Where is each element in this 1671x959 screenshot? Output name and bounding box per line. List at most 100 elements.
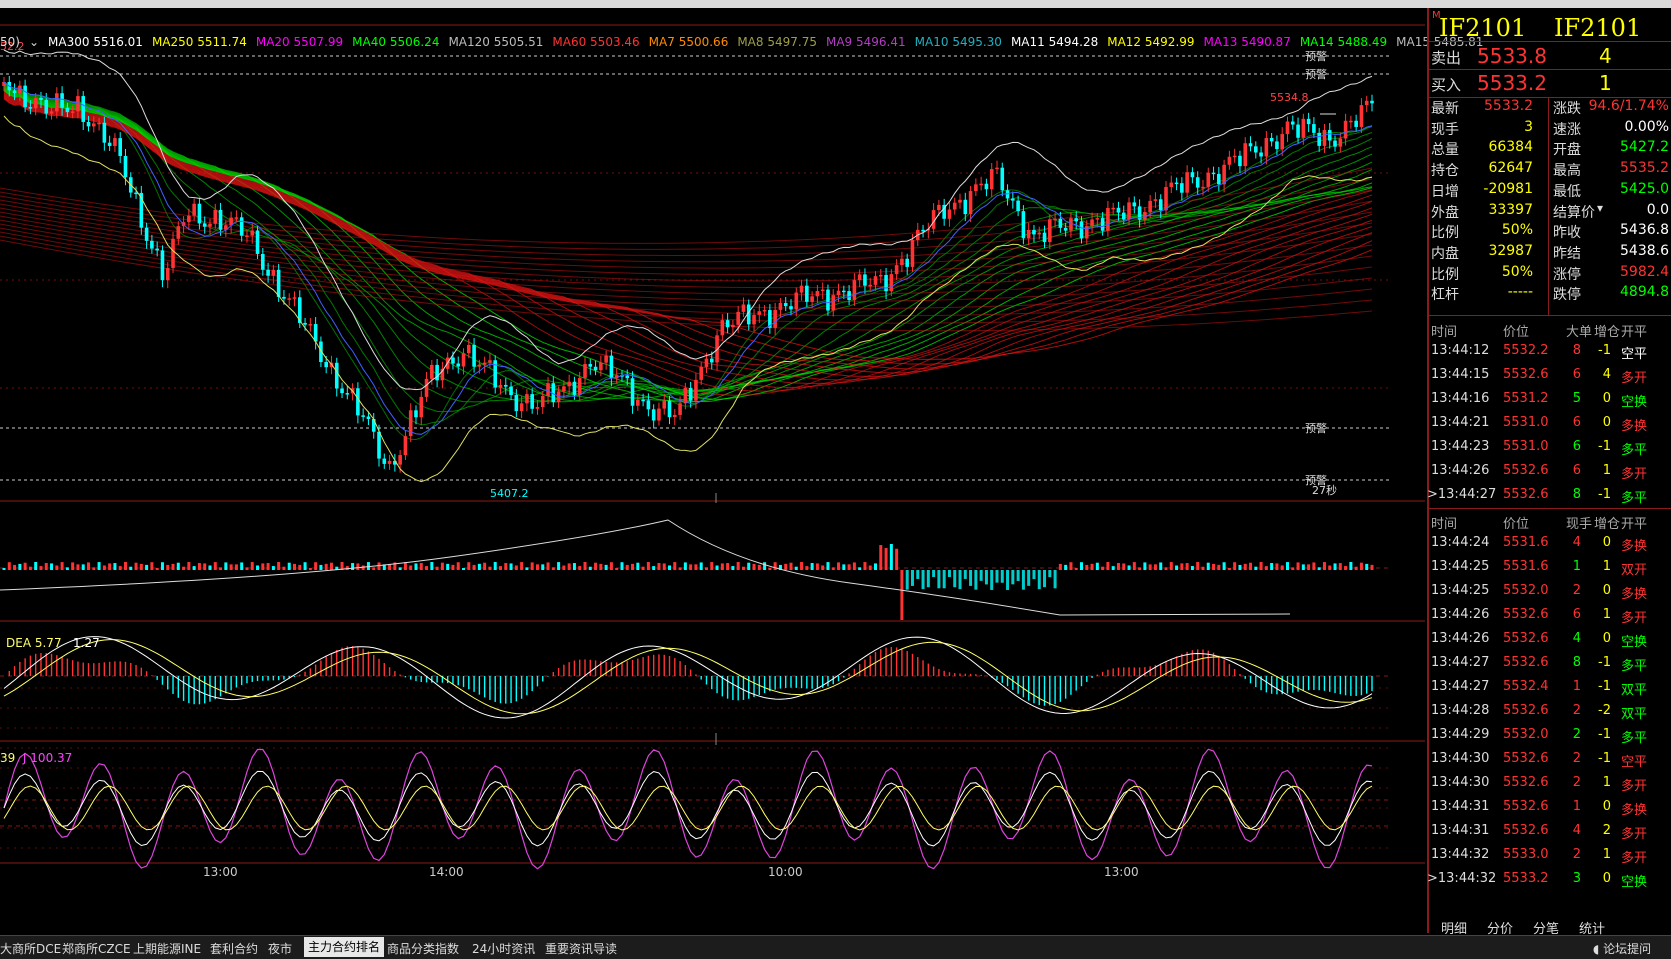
column-header: 价位 xyxy=(1503,513,1529,532)
candle-body xyxy=(44,100,48,114)
candle-body xyxy=(414,410,418,417)
macd-bar xyxy=(679,661,680,676)
tick-time: 13:44:31 xyxy=(1431,799,1489,814)
stat-label: 持仓 xyxy=(1431,160,1459,180)
volume-bar xyxy=(24,563,27,570)
candle-body xyxy=(250,230,254,235)
candle-body xyxy=(425,379,429,397)
volume-bar xyxy=(832,567,835,570)
market-tab[interactable]: 重要资讯导读 xyxy=(545,940,617,957)
time-tick: 10:00 xyxy=(768,865,803,879)
stat-value: 94.6/1.74% xyxy=(1589,98,1669,114)
volume-bar xyxy=(737,562,740,570)
dropdown-arrow-icon[interactable]: ▾ xyxy=(1597,201,1603,215)
volume-bar xyxy=(304,562,307,570)
macd-bar xyxy=(51,654,52,676)
volume-bar xyxy=(789,563,792,570)
volume-bar xyxy=(1228,568,1231,570)
candle-body xyxy=(1090,219,1094,226)
volume-bar xyxy=(694,564,697,570)
tick-oi-change: -1 xyxy=(1598,439,1611,454)
volume-bar xyxy=(1022,570,1025,590)
candle-body xyxy=(1201,187,1205,189)
candle-body xyxy=(1111,208,1115,210)
macd-bar xyxy=(732,676,733,700)
volume-bar xyxy=(631,564,634,570)
macd-bar xyxy=(373,655,374,676)
candle-body xyxy=(1080,221,1084,238)
candle-body xyxy=(705,359,709,367)
macd-bar xyxy=(621,662,622,676)
candle-body xyxy=(1360,105,1364,127)
market-tab[interactable]: 郑商所CZCE xyxy=(62,940,131,957)
volume-bar xyxy=(557,562,560,570)
candle-body xyxy=(13,90,17,93)
stat-label: 涨停 xyxy=(1553,264,1581,284)
market-tab[interactable]: 商品分类指数 xyxy=(387,940,459,957)
market-tab[interactable]: 大商所DCE xyxy=(0,940,61,957)
macd-bar xyxy=(843,676,844,678)
candle-body xyxy=(837,291,841,295)
macd-bar xyxy=(801,676,802,688)
tick-qty: 2 xyxy=(1573,751,1581,766)
market-tab[interactable]: 上期能源INE xyxy=(133,940,201,957)
macd-bar xyxy=(362,649,363,676)
candle-body xyxy=(1122,213,1126,220)
candle-body xyxy=(890,274,894,291)
macd-bar xyxy=(473,676,474,692)
market-tab[interactable]: 24小时资讯 xyxy=(472,940,535,957)
ma-legend-item: MA13 5490.87 xyxy=(1204,35,1291,51)
forum-link[interactable]: ◖ 论坛提问 xyxy=(1593,940,1651,957)
volume-bar xyxy=(261,563,264,570)
bid-qty: 1 xyxy=(1599,71,1612,95)
market-tab[interactable]: 夜市 xyxy=(268,940,292,957)
ma-legend-item: MA12 5492.99 xyxy=(1107,35,1194,51)
macd-bar xyxy=(30,656,31,676)
macd-bar xyxy=(9,671,10,676)
macd-bar xyxy=(1065,676,1066,699)
volume-bar xyxy=(182,567,185,570)
volume-bar xyxy=(251,562,254,570)
volume-bar xyxy=(821,565,824,570)
volume-bar xyxy=(689,564,692,570)
market-tab[interactable]: 套利合约 xyxy=(210,940,258,957)
candle-body xyxy=(826,290,830,311)
ma-legend-dropdown-icon[interactable]: ⌄ xyxy=(29,35,39,51)
volume-bar xyxy=(1064,565,1067,570)
column-header: 增仓 xyxy=(1594,513,1620,532)
candle-body xyxy=(858,274,862,280)
volume-bar xyxy=(1106,562,1109,570)
candle-body xyxy=(731,325,735,327)
macd-bar xyxy=(431,676,432,683)
volume-bar xyxy=(1154,564,1157,570)
candle-body xyxy=(1148,201,1152,212)
ma-legend-item: MA8 5497.75 xyxy=(737,35,817,51)
market-tab[interactable]: 主力合约排名 xyxy=(304,937,384,957)
candle-body xyxy=(842,291,846,293)
